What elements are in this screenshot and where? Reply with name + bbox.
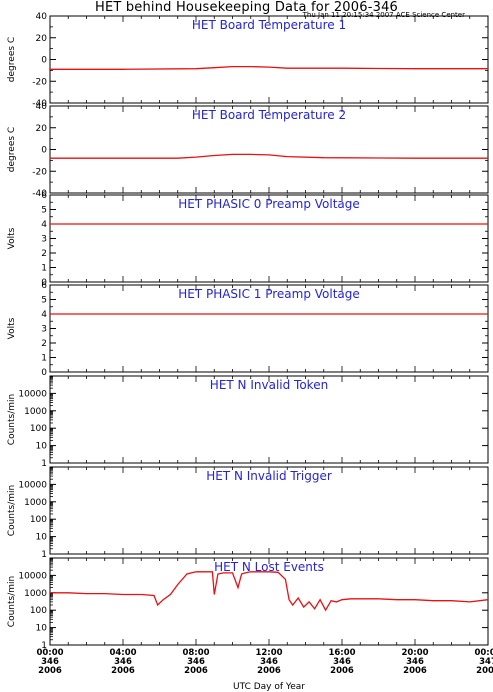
y-axis-label: Counts/min [7, 485, 17, 536]
x-tick-label-time: 04:00 [109, 648, 136, 658]
y-tick-label: 2 [41, 249, 47, 259]
y-tick-label: 0 [41, 368, 47, 378]
y-tick-label: 6 [41, 281, 47, 291]
y-axis-label: Counts/min [7, 394, 17, 445]
x-tick-label-time: 00:00 [36, 648, 63, 658]
panel-1: -40 -20 0 20 40 degrees C HET Board Temperatur… [7, 12, 489, 109]
y-tick-label: 1 [41, 354, 47, 364]
y-tick-label: 10000 [18, 571, 47, 581]
y-tick-label: 1 [41, 641, 47, 651]
y-axis-label: degrees C [7, 127, 17, 172]
y-tick-label: 5 [41, 206, 47, 216]
data-series-line [50, 571, 489, 612]
y-axis-label: Counts/min [7, 576, 17, 627]
y-tick-label: 100 [30, 424, 47, 434]
y-tick-label: 0 [41, 146, 47, 156]
panel-3: 0 1 2 3 4 5 6 Volts HET PHASIC 0 Preamp Voltage [7, 191, 489, 288]
x-tick-label-doy: 346 [41, 657, 59, 667]
x-tick-label-time: 12:00 [255, 648, 282, 658]
y-axis-label: degrees C [7, 37, 17, 82]
y-tick-label: 20 [36, 34, 48, 44]
y-tick-label: 10 [36, 624, 48, 634]
x-tick-label-year: 2006 [330, 666, 354, 676]
x-tick-label-doy: 346 [114, 657, 132, 667]
panel-title: HET Board Temperature 1 [192, 18, 346, 32]
y-tick-label: -40 [32, 189, 47, 199]
x-axis-title: UTC Day of Year [233, 682, 305, 692]
panel-4: 0 1 2 3 4 5 6 Volts HET PHASIC 1 Preamp Voltage [7, 281, 489, 378]
y-tick-label: -20 [32, 167, 47, 177]
y-tick-label: 1000 [24, 407, 47, 417]
y-tick-label: 40 [36, 102, 48, 112]
panel-2: -40 -20 0 20 40 degrees C HET Board Temperatur… [7, 102, 489, 199]
x-tick-label-year: 2006 [257, 666, 281, 676]
x-tick-label-time: 16:00 [328, 648, 355, 658]
x-tick-label-year: 2006 [184, 666, 208, 676]
y-tick-label: 100 [30, 515, 47, 525]
x-tick-label-year: 2006 [403, 666, 427, 676]
y-tick-label: 5 [41, 296, 47, 306]
y-tick-label: 3 [41, 325, 47, 335]
generated-timestamp: Thu Jan 11 20:15:34 2007 ACE Science Cen… [302, 11, 465, 19]
y-tick-label: 10 [36, 533, 48, 543]
x-tick-label-doy: 347 [479, 657, 493, 667]
y-tick-label: 3 [41, 235, 47, 245]
data-series-line [50, 153, 488, 159]
x-tick-label-doy: 346 [333, 657, 351, 667]
y-tick-label: 1 [41, 264, 47, 274]
x-tick-label-time: 08:00 [182, 648, 209, 658]
x-tick-label-doy: 346 [260, 657, 278, 667]
y-tick-label: 10000 [18, 389, 47, 399]
panel-title: HET N Invalid Token [210, 378, 328, 392]
y-tick-label: 2 [41, 339, 47, 349]
page-title: HET behind Housekeeping Data for 2006-34… [94, 0, 399, 15]
y-tick-label: 100 [30, 606, 47, 616]
panel-title: HET Board Temperature 2 [192, 108, 346, 122]
panel-title: HET PHASIC 1 Preamp Voltage [178, 287, 360, 301]
y-axis-label: Volts [7, 227, 17, 249]
y-tick-label: 1 [41, 459, 47, 469]
x-tick-label-year: 2006 [111, 666, 135, 676]
y-tick-label: 6 [41, 191, 47, 201]
x-axis: 00:00346200604:00346200608:00346200612:0… [36, 648, 493, 692]
y-tick-label: 1000 [24, 589, 47, 599]
panel-title: HET N Lost Events [214, 560, 324, 574]
panel-title: HET PHASIC 0 Preamp Voltage [178, 197, 360, 211]
y-tick-label: -20 [32, 77, 47, 87]
panel-title: HET N Invalid Trigger [206, 469, 332, 483]
y-tick-label: 0 [41, 278, 47, 288]
y-tick-label: 4 [41, 310, 47, 320]
x-tick-label-time: 20:00 [401, 648, 428, 658]
x-tick-label-time: 00:00 [474, 648, 493, 658]
y-axis-label: Volts [7, 317, 17, 339]
x-tick-label-year: 2006 [38, 666, 62, 676]
x-tick-label-doy: 346 [187, 657, 205, 667]
y-tick-label: 1000 [24, 498, 47, 508]
y-tick-label: 40 [36, 12, 48, 22]
y-tick-label: 10 [36, 442, 48, 452]
x-tick-label-year: 2006 [476, 666, 493, 676]
y-tick-label: 0 [41, 56, 47, 66]
y-tick-label: 1 [41, 550, 47, 560]
data-series-line [50, 65, 488, 70]
y-tick-label: -40 [32, 99, 47, 109]
y-tick-label: 4 [41, 220, 47, 230]
x-tick-label-doy: 346 [406, 657, 424, 667]
y-tick-label: 20 [36, 124, 48, 134]
y-tick-label: 10000 [18, 480, 47, 490]
